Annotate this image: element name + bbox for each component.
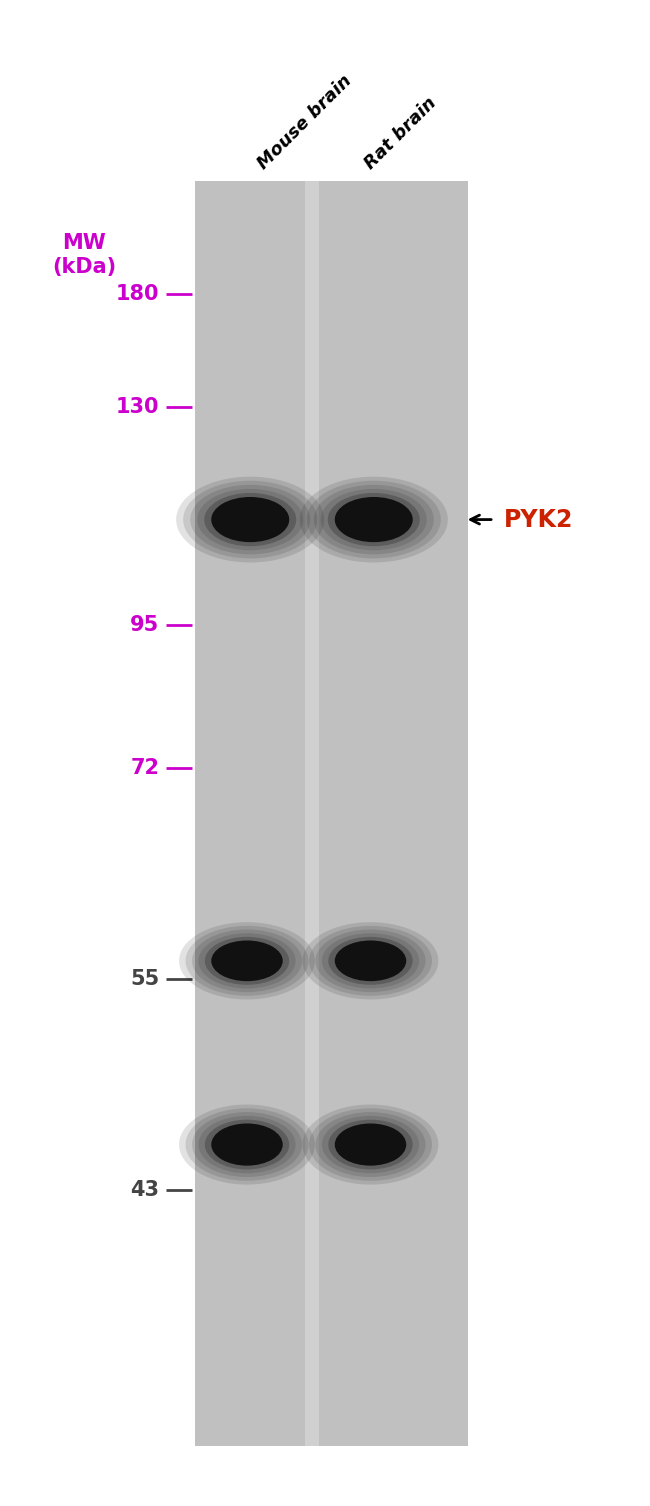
Ellipse shape [328,492,420,547]
Ellipse shape [335,1123,406,1166]
Ellipse shape [309,1108,432,1181]
Text: 72: 72 [130,758,159,779]
Ellipse shape [183,480,317,559]
Ellipse shape [185,926,309,995]
Text: 43: 43 [130,1179,159,1200]
Ellipse shape [198,1116,296,1173]
Text: 95: 95 [130,614,159,636]
Ellipse shape [314,485,434,554]
Ellipse shape [309,926,432,995]
Ellipse shape [179,1104,315,1185]
Ellipse shape [315,1111,426,1178]
Ellipse shape [176,476,324,563]
Ellipse shape [302,922,438,1000]
Text: 180: 180 [116,283,159,304]
Ellipse shape [307,480,441,559]
Ellipse shape [192,929,302,992]
FancyBboxPatch shape [195,181,468,1446]
Ellipse shape [192,1111,302,1178]
Ellipse shape [179,922,315,1000]
Text: MW
(kDa): MW (kDa) [53,233,116,277]
Ellipse shape [320,489,427,550]
Text: PYK2: PYK2 [504,508,573,532]
Ellipse shape [322,1116,419,1173]
Ellipse shape [328,1119,413,1170]
Ellipse shape [185,1108,309,1181]
Ellipse shape [322,934,419,988]
Ellipse shape [205,937,289,985]
Ellipse shape [197,489,304,550]
Ellipse shape [190,485,310,554]
Text: Rat brain: Rat brain [361,95,440,173]
Ellipse shape [211,497,289,542]
Text: Mouse brain: Mouse brain [254,72,355,173]
Text: 55: 55 [130,968,159,989]
FancyBboxPatch shape [305,181,319,1446]
Ellipse shape [211,1123,283,1166]
Ellipse shape [211,940,283,982]
Ellipse shape [302,1104,438,1185]
Text: 130: 130 [116,396,159,417]
Ellipse shape [335,497,413,542]
Ellipse shape [204,492,296,547]
Ellipse shape [300,476,448,563]
Ellipse shape [315,929,426,992]
Ellipse shape [335,940,406,982]
Ellipse shape [328,937,413,985]
Ellipse shape [205,1119,289,1170]
Ellipse shape [198,934,296,988]
